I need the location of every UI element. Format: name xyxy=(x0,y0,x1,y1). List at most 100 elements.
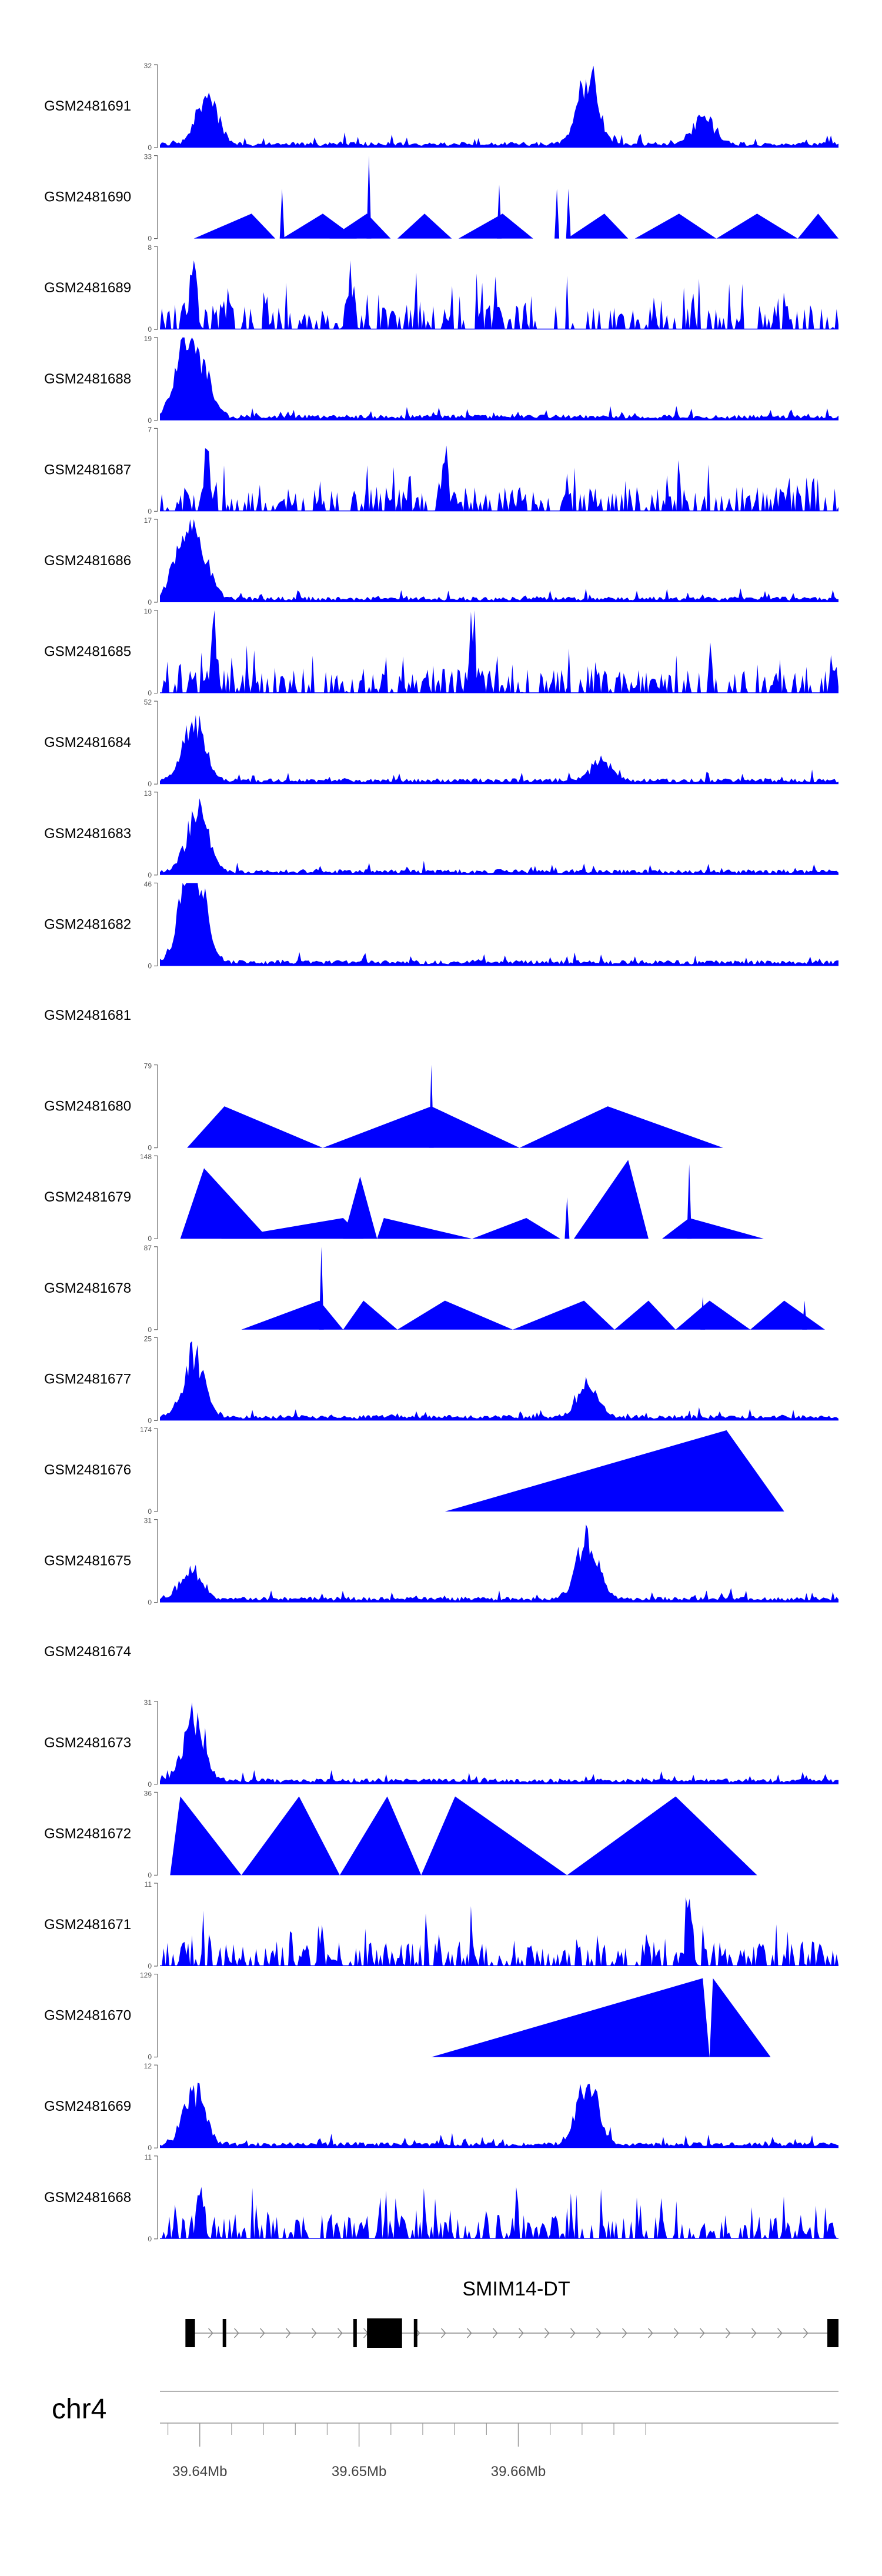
track-GSM2481678: GSM2481678 87 0 xyxy=(44,1244,825,1334)
coverage-spike xyxy=(429,1065,434,1148)
strand-arrow xyxy=(208,2328,213,2338)
track-label: GSM2481689 xyxy=(44,280,131,296)
axis-tick-label: 39.65Mb xyxy=(332,2464,386,2480)
track-label: GSM2481688 xyxy=(44,371,131,387)
track-label: GSM2481676 xyxy=(44,1462,131,1478)
y-axis-min-label: 0 xyxy=(148,962,152,970)
track-GSM2481686: GSM2481686 17 0 xyxy=(44,516,838,606)
track-GSM2481684: GSM2481684 52 0 xyxy=(44,698,838,788)
y-axis-max-label: 52 xyxy=(144,698,152,706)
coverage-peak xyxy=(445,1430,784,1511)
strand-arrow xyxy=(467,2328,472,2338)
coverage-area xyxy=(160,2083,838,2148)
chromosome-label: chr4 xyxy=(52,2394,106,2425)
track-label: GSM2481669 xyxy=(44,2098,131,2114)
coverage-area xyxy=(160,337,838,421)
coverage-area xyxy=(160,445,838,512)
y-axis-max-label: 8 xyxy=(148,243,152,252)
track-label: GSM2481682 xyxy=(44,916,131,932)
exon xyxy=(353,2319,357,2347)
y-axis-min-label: 0 xyxy=(148,507,152,515)
y-axis-max-label: 12 xyxy=(144,2062,152,2070)
track-label: GSM2481674 xyxy=(44,1644,131,1660)
track-GSM2481671: GSM2481671 11 0 xyxy=(44,1880,838,1970)
coverage-peak xyxy=(472,1217,560,1239)
coverage-area xyxy=(160,1897,838,1966)
coverage-peak xyxy=(634,213,717,239)
coverage-peak xyxy=(170,1796,242,1876)
y-axis-max-label: 79 xyxy=(144,1062,152,1070)
track-label: GSM2481686 xyxy=(44,553,131,569)
track-label: GSM2481668 xyxy=(44,2190,131,2205)
genome-axis-track: chr4 39.64Mb 39.65Mb 39.66Mb xyxy=(52,2391,838,2480)
coverage-peak xyxy=(282,213,357,239)
coverage-spike xyxy=(564,1197,570,1239)
track-label: GSM2481684 xyxy=(44,735,131,750)
coverage-peak xyxy=(343,1176,377,1239)
exon xyxy=(413,2319,417,2347)
axis-tick-label: 39.64Mb xyxy=(172,2464,227,2480)
y-axis-max-label: 17 xyxy=(144,516,152,525)
track-GSM2481676: GSM2481676 174 0 xyxy=(44,1426,784,1516)
y-axis-max-label: 31 xyxy=(144,1517,152,1525)
y-axis-max-label: 7 xyxy=(148,425,152,433)
track-GSM2481691: GSM2481691 32 0 xyxy=(44,62,838,152)
track-label: GSM2481691 xyxy=(44,98,131,114)
y-axis-min-label: 0 xyxy=(148,1144,152,1152)
strand-arrow xyxy=(338,2328,343,2338)
strand-arrow xyxy=(234,2328,239,2338)
track-GSM2481681: GSM2481681 xyxy=(44,1007,131,1023)
track-GSM2481675: GSM2481675 31 0 xyxy=(44,1517,838,1607)
strand-arrow xyxy=(441,2328,446,2338)
track-label: GSM2481687 xyxy=(44,462,131,478)
strand-arrow xyxy=(700,2328,705,2338)
y-axis-max-label: 148 xyxy=(140,1153,152,1161)
y-axis-max-label: 174 xyxy=(140,1426,152,1434)
strand-arrow xyxy=(648,2328,653,2338)
track-label: GSM2481671 xyxy=(44,1917,131,1933)
coverage-peak xyxy=(797,213,838,239)
track-label: GSM2481675 xyxy=(44,1553,131,1569)
track-label: GSM2481681 xyxy=(44,1007,131,1023)
y-axis-min-label: 0 xyxy=(148,2053,152,2061)
coverage-peak xyxy=(750,1300,825,1330)
coverage-peak xyxy=(614,1300,676,1330)
coverage-area xyxy=(160,1524,838,1603)
y-axis-min-label: 0 xyxy=(148,1234,152,1243)
coverage-area xyxy=(160,519,838,602)
y-axis-max-label: 33 xyxy=(144,153,152,161)
coverage-peak xyxy=(397,1300,513,1330)
y-axis-min-label: 0 xyxy=(148,416,152,425)
exon xyxy=(827,2319,838,2347)
y-axis-min-label: 0 xyxy=(148,1507,152,1516)
strand-arrow xyxy=(777,2328,783,2338)
track-GSM2481690: GSM2481690 33 0 xyxy=(44,153,838,243)
strand-arrow xyxy=(286,2328,291,2338)
y-axis-min-label: 0 xyxy=(148,2144,152,2152)
track-label: GSM2481680 xyxy=(44,1099,131,1115)
track-GSM2481677: GSM2481677 25 0 xyxy=(44,1334,838,1424)
y-axis-max-label: 19 xyxy=(144,335,152,343)
coverage-tracks: GSM2481691320GSM2481690330GSM248168980GS… xyxy=(44,62,838,2243)
y-axis-max-label: 31 xyxy=(144,1699,152,1707)
y-axis-min-label: 0 xyxy=(148,871,152,879)
coverage-spike xyxy=(366,155,372,239)
track-GSM2481685: GSM2481685 10 0 xyxy=(44,608,838,698)
exon xyxy=(222,2319,226,2347)
track-label: GSM2481672 xyxy=(44,1826,131,1841)
coverage-peak xyxy=(322,1106,520,1148)
coverage-spike xyxy=(497,184,502,239)
coverage-peak xyxy=(193,213,276,239)
strand-arrow xyxy=(726,2328,731,2338)
strand-arrow xyxy=(519,2328,524,2338)
strand-arrow xyxy=(570,2328,576,2338)
track-GSM2481669: GSM2481669 12 0 xyxy=(44,2062,838,2152)
coverage-peak xyxy=(329,213,391,239)
coverage-peak xyxy=(716,213,798,239)
y-axis-max-label: 11 xyxy=(145,1880,152,1888)
track-label: GSM2481673 xyxy=(44,1735,131,1751)
strand-arrow xyxy=(596,2328,602,2338)
coverage-area xyxy=(160,798,838,875)
coverage-peak xyxy=(431,1978,710,2057)
coverage-area xyxy=(160,610,838,693)
